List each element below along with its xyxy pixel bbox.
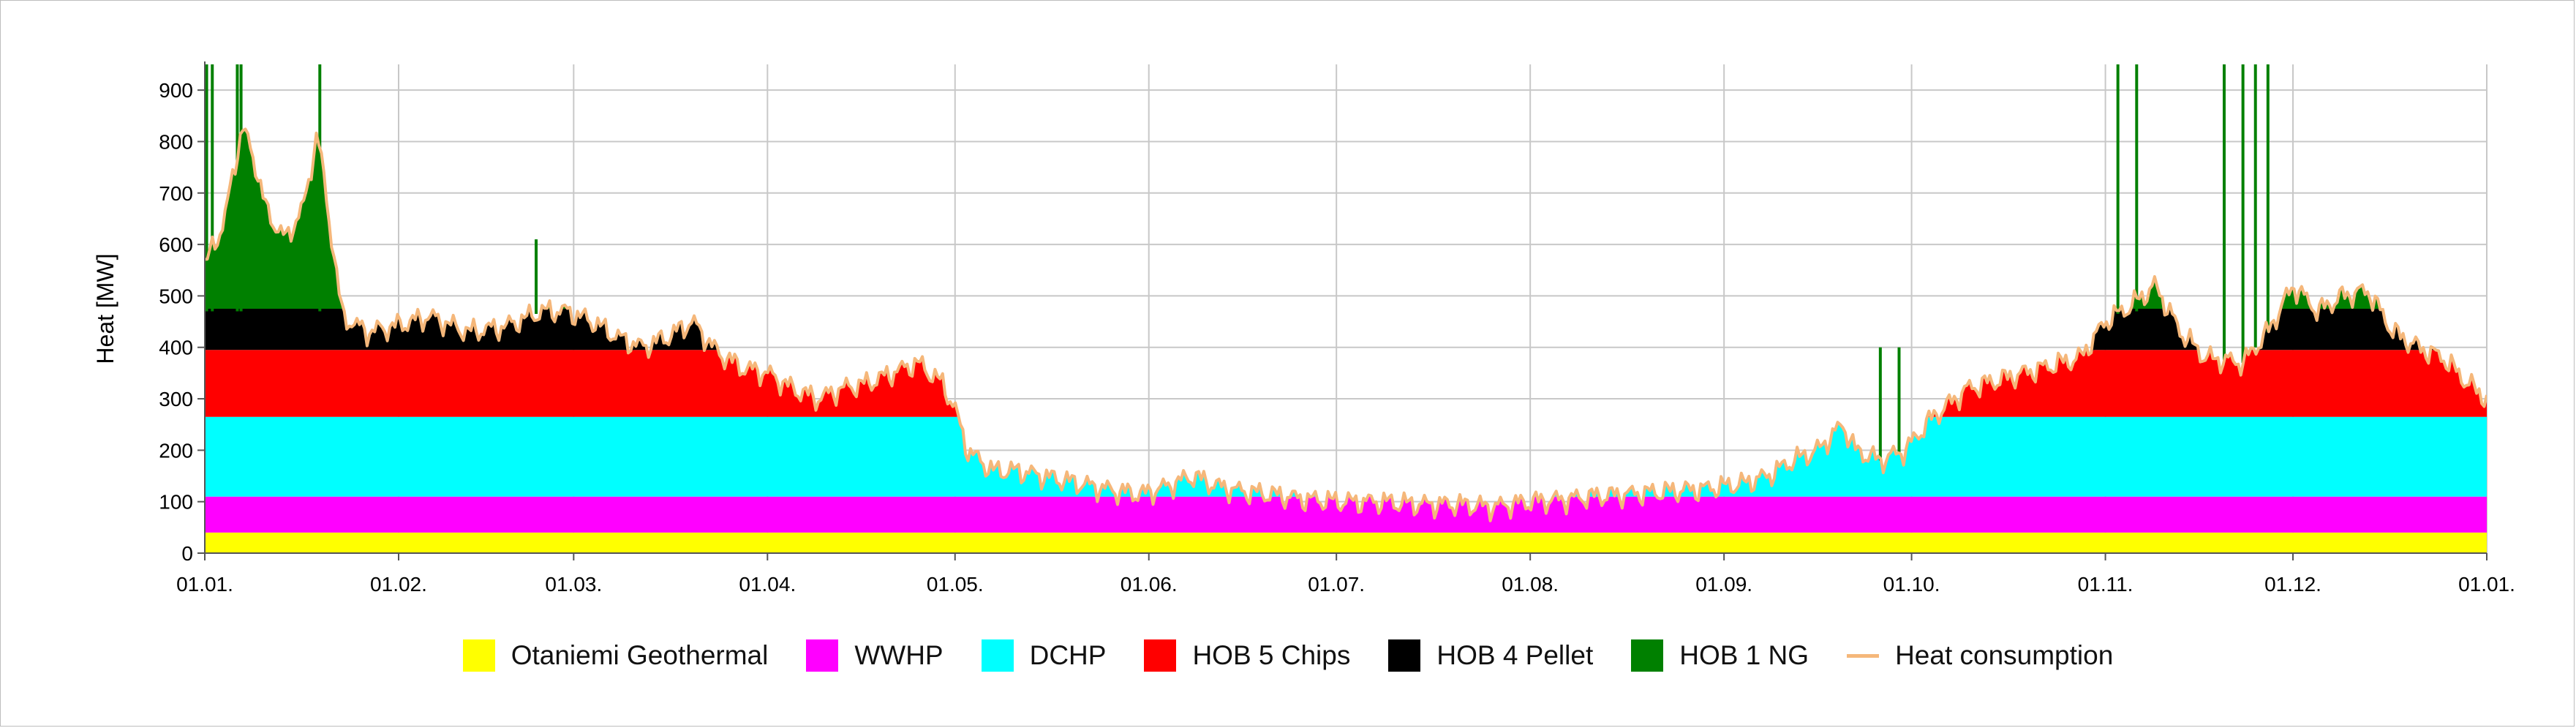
x-tick-label: 01.04. [739, 573, 796, 596]
y-tick-label: 0 [181, 542, 193, 565]
legend-swatch [981, 639, 1014, 672]
legend-label: WWHP [854, 640, 944, 670]
legend-item-hob-5-chips: HOB 5 Chips [1144, 639, 1350, 672]
legend-label: Otaniemi Geothermal [511, 640, 769, 670]
legend-swatch [806, 639, 839, 672]
legend: Otaniemi Geothermal WWHP DCHP HOB 5 Chips HO… [0, 632, 2576, 679]
y-tick-label: 400 [159, 337, 193, 359]
legend-item-dchp: DCHP [981, 639, 1107, 672]
area-hob-5-chips [205, 350, 2487, 521]
y-tick-label: 700 [159, 182, 193, 205]
area-wwhp [205, 496, 2487, 533]
heat-consumption-line [205, 127, 2487, 522]
y-tick-label: 800 [159, 130, 193, 153]
x-tick-label: 01.01. [176, 573, 233, 596]
y-tick-label: 300 [159, 388, 193, 410]
y-tick-label: 900 [159, 79, 193, 102]
y-axis-title: Heat [MW] [92, 253, 118, 364]
x-tick-label: 01.10. [1883, 573, 1940, 596]
x-tick-label: 01.08. [1502, 573, 1559, 596]
legend-label: DCHP [1029, 640, 1107, 670]
x-tick-labels: 01.01. 01.02. 01.03. 01.04. 01.05. 01.06. 01.0… [176, 573, 2515, 596]
legend-item-hob-1-ng: HOB 1 NG [1631, 639, 1809, 672]
legend-swatch [1388, 639, 1421, 672]
x-tick-label: 01.02. [370, 573, 427, 596]
legend-item-wwhp: WWHP [806, 639, 944, 672]
legend-item-heat-consumption: Heat consumption [1847, 640, 2113, 671]
y-tick-label: 100 [159, 491, 193, 514]
y-tick-label: 600 [159, 233, 193, 256]
x-tick-label: 01.12. [2264, 573, 2321, 596]
area-hob-4-pellet [205, 309, 2487, 521]
x-tick-label: 01.09. [1695, 573, 1752, 596]
area-otaniemi-geothermal [205, 532, 2487, 553]
legend-swatch [1631, 639, 1664, 672]
x-tick-label: 01.07. [1308, 573, 1365, 596]
stacked-areas [205, 129, 2487, 553]
x-tick-label: 01.11. [2078, 573, 2134, 596]
legend-label: Heat consumption [1895, 640, 2114, 670]
area-dchp [205, 416, 2487, 521]
y-tick-labels: 0 100 200 300 400 500 600 700 800 900 [159, 79, 193, 565]
legend-item-hob-4-pellet: HOB 4 Pellet [1388, 639, 1593, 672]
legend-swatch [462, 639, 495, 672]
legend-label: HOB 4 Pellet [1436, 640, 1594, 670]
heat-consumption-layer [205, 127, 2487, 522]
legend-label: HOB 1 NG [1679, 640, 1809, 670]
heat-chart: 0 100 200 300 400 500 600 700 800 900 01.01. 01.02… [92, 61, 2515, 596]
axes [197, 61, 2488, 560]
x-tick-label: 01.06. [1121, 573, 1178, 596]
legend-swatch [1144, 639, 1177, 672]
x-tick-label: 01.03. [545, 573, 602, 596]
y-tick-label: 200 [159, 439, 193, 462]
legend-line-swatch [1847, 653, 1880, 658]
legend-item-otaniemi-geothermal: Otaniemi Geothermal [462, 639, 769, 672]
x-tick-label: 01.05. [927, 573, 984, 596]
legend-label: HOB 5 Chips [1192, 640, 1351, 670]
x-tick-label: 01.01. [2458, 573, 2515, 596]
ng-spikes [205, 64, 2270, 461]
y-tick-label: 500 [159, 285, 193, 307]
